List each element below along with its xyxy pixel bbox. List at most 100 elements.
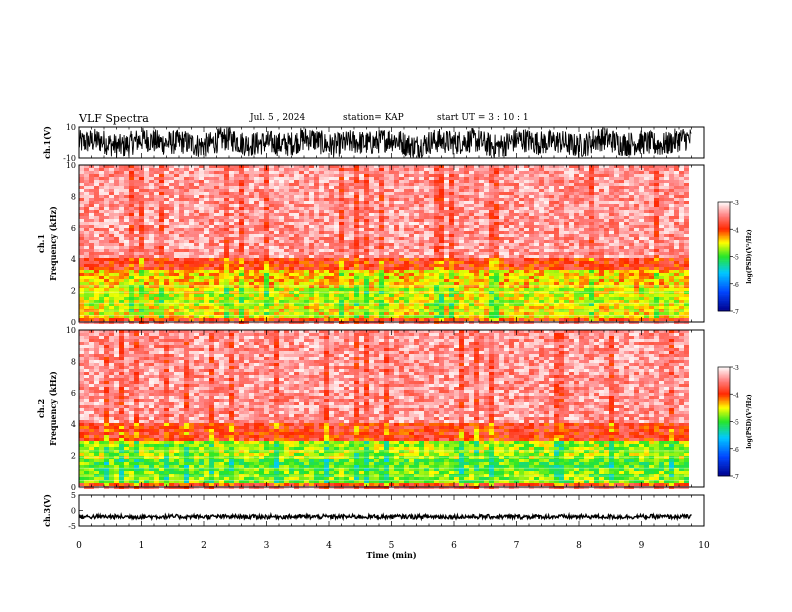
ch1-spec-cell (459, 237, 464, 240)
ch1-spec-cell (324, 237, 329, 240)
ch1-spec-cell (79, 255, 84, 258)
ch1-spec-cell (459, 264, 464, 267)
ch1-spec-cell (479, 231, 484, 234)
ch1-spec-cell (344, 198, 349, 201)
ch1-spec-cell (134, 237, 139, 240)
ch1-spec-cell (319, 309, 324, 312)
ch1-spec-cell (189, 204, 194, 207)
ch1-spec-cell (314, 219, 319, 222)
ch1-spec-cell (99, 273, 104, 276)
ch1-spec-cell (444, 207, 449, 210)
ch1-spec-cell (229, 183, 234, 186)
ch1-spec-cell (129, 186, 134, 189)
ch1-spec-cell (529, 204, 534, 207)
ch1-spec-cell (129, 246, 134, 249)
ch1-spec-cell (339, 306, 344, 309)
ch1-spec-cell (474, 270, 479, 273)
ch1-spec-cell (524, 201, 529, 204)
ch1-spec-cell (164, 177, 169, 180)
ch1-spec-cell (394, 249, 399, 252)
ch1-spec-cell (234, 189, 239, 192)
ch1-spec-cell (259, 240, 264, 243)
ch1-spec-cell (454, 243, 459, 246)
ch1-spec-cell (99, 195, 104, 198)
ch1-spec-cell (384, 192, 389, 195)
ch1-spec-cell (99, 210, 104, 213)
ch1-spec-cell (194, 276, 199, 279)
ch1-spec-cell (219, 288, 224, 291)
ch1-spec-cell (164, 285, 169, 288)
ch1-spec-cell (369, 183, 374, 186)
ch1-spec-cell (279, 222, 284, 225)
ch1-spec-cell (119, 252, 124, 255)
ch1-spec-cell (219, 171, 224, 174)
ch1-spec-cell (269, 174, 274, 177)
ch1-spec-cell (409, 222, 414, 225)
ch1-spec-cell (489, 252, 494, 255)
ch1-spec-cell (309, 177, 314, 180)
ch1-spec-cell (114, 285, 119, 288)
ch1-spec-cell (134, 225, 139, 228)
ch1-spec-cell (404, 258, 409, 261)
ch1-spec-cell (164, 207, 169, 210)
ch1-spec-cell (344, 267, 349, 270)
ch1-spec-cell (494, 201, 499, 204)
ch1-spec-cell (434, 291, 439, 294)
ch1-spec-cell (414, 192, 419, 195)
ch1-spec-cell (499, 213, 504, 216)
ch1-spec-cell (259, 222, 264, 225)
ch1-spec-cell (139, 312, 144, 315)
ch1-spec-cell (149, 237, 154, 240)
ch1-spec-cell (454, 183, 459, 186)
ch1-spec-cell (229, 201, 234, 204)
ch1-spec-cell (234, 228, 239, 231)
ch1-spec-cell (174, 222, 179, 225)
ch1-spec-cell (309, 246, 314, 249)
ch1-spec-cell (279, 192, 284, 195)
ch1-spec-cell (514, 171, 519, 174)
ch1-spec-cell (144, 306, 149, 309)
ch1-spec-cell (329, 273, 334, 276)
ch1-spec-cell (399, 183, 404, 186)
ch1-spec-cell (329, 174, 334, 177)
ch1-spec-cell (469, 183, 474, 186)
ch1-spec-cell (484, 213, 489, 216)
ch1-spec-cell (384, 309, 389, 312)
ch1-spec-cell (169, 252, 174, 255)
ch1-spec-cell (349, 204, 354, 207)
ch1-spec-cell (419, 168, 424, 171)
ch1-spec-cell (159, 273, 164, 276)
ch1-spec-cell (399, 249, 404, 252)
ch1-spec-cell (249, 276, 254, 279)
ch1-spec-cell (414, 213, 419, 216)
ch1-spec-cell (339, 234, 344, 237)
figure-title: VLF Spectra (79, 112, 149, 125)
ch1-spec-ytick-label: 8 (71, 192, 76, 201)
ch1-spec-cell (504, 165, 509, 168)
ch1-spec-cell (324, 282, 329, 285)
ch1-spec-cell (319, 249, 324, 252)
ch1-spec-cell (244, 252, 249, 255)
ch1-spec-cell (369, 282, 374, 285)
ch1-spec-cell (344, 315, 349, 318)
ch1-spec-cell (129, 252, 134, 255)
ch1-spec-cell (429, 171, 434, 174)
ch1-spec-cell (284, 261, 289, 264)
ch1-spec-cell (179, 243, 184, 246)
ch1-spec-cell (184, 201, 189, 204)
ch1-spec-cell (254, 282, 259, 285)
ch1-spec-cell (504, 255, 509, 258)
ch1-spec-cell (254, 237, 259, 240)
ch1-spec-cell (194, 267, 199, 270)
ch1-spec-cell (449, 300, 454, 303)
ch1-spec-cell (439, 297, 444, 300)
ch1-spec-cell (139, 192, 144, 195)
ch1-spec-cell (434, 171, 439, 174)
ch1-spec-cell (424, 165, 429, 168)
ch1-spec-cell (164, 234, 169, 237)
ch1-spec-cell (529, 303, 534, 306)
ch1-spec-cell (389, 306, 394, 309)
ch1-spec-cell (354, 186, 359, 189)
ch1-spec-cell (334, 261, 339, 264)
ch1-spec-cell (104, 183, 109, 186)
